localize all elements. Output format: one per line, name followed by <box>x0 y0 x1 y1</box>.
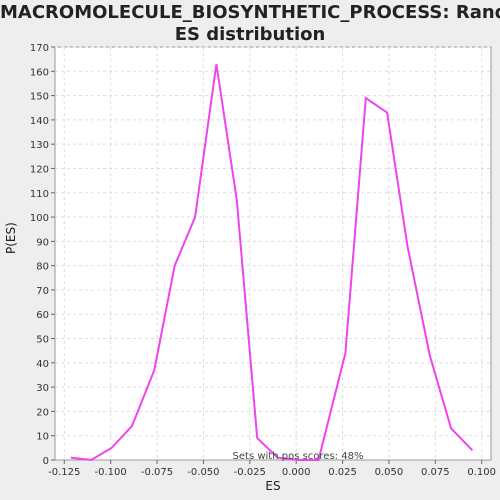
y-tick-label: 110 <box>30 189 49 200</box>
grid-lines <box>55 46 491 460</box>
y-tick-label: 100 <box>30 213 49 224</box>
y-tick-label: 70 <box>36 286 49 297</box>
plot-area <box>54 46 492 461</box>
y-tick-label: 40 <box>36 359 49 370</box>
y-axis-ticks: 0 10 20 30 40 50 60 70 80 90 100 110 120 130 140 150 160… <box>30 43 55 467</box>
x-tick-label: 0.000 <box>282 467 311 478</box>
y-tick-label: 30 <box>36 383 49 394</box>
y-tick-label: 170 <box>30 43 49 54</box>
y-tick-label: 10 <box>36 432 49 443</box>
y-tick-label: 80 <box>36 262 49 273</box>
x-tick-label: -0.075 <box>141 467 173 478</box>
x-axis-label: ES <box>265 479 280 493</box>
pos-scores-annotation: Sets with pos scores: 48% <box>233 451 364 462</box>
x-axis-ticks: -0.125 -0.100 -0.075 -0.050 -0.025 0.000 0.025… <box>48 460 496 478</box>
y-tick-label: 50 <box>36 335 49 346</box>
x-tick-label: -0.025 <box>234 467 266 478</box>
x-tick-label: 0.100 <box>467 467 496 478</box>
x-tick-label: -0.050 <box>187 467 219 478</box>
x-tick-label: -0.100 <box>95 467 127 478</box>
y-tick-label: 130 <box>30 140 49 151</box>
y-tick-label: 160 <box>30 67 49 78</box>
y-tick-label: 0 <box>43 456 49 467</box>
series-line <box>70 63 474 462</box>
chart-title-line-2: ES distribution <box>174 24 326 45</box>
y-tick-label: 150 <box>30 92 49 103</box>
y-tick-label: 90 <box>36 237 49 248</box>
x-tick-label: 0.075 <box>421 467 450 478</box>
y-tick-label: 120 <box>30 164 49 175</box>
x-tick-label: 0.050 <box>375 467 404 478</box>
chart-title-line-1: MACROMOLECULE_BIOSYNTHETIC_PROCESS: Rand… <box>0 2 500 23</box>
y-tick-label: 140 <box>30 116 49 127</box>
x-tick-label: 0.025 <box>328 467 357 478</box>
x-tick-label: -0.125 <box>48 467 80 478</box>
y-tick-label: 20 <box>36 407 49 418</box>
y-tick-label: 60 <box>36 310 49 321</box>
